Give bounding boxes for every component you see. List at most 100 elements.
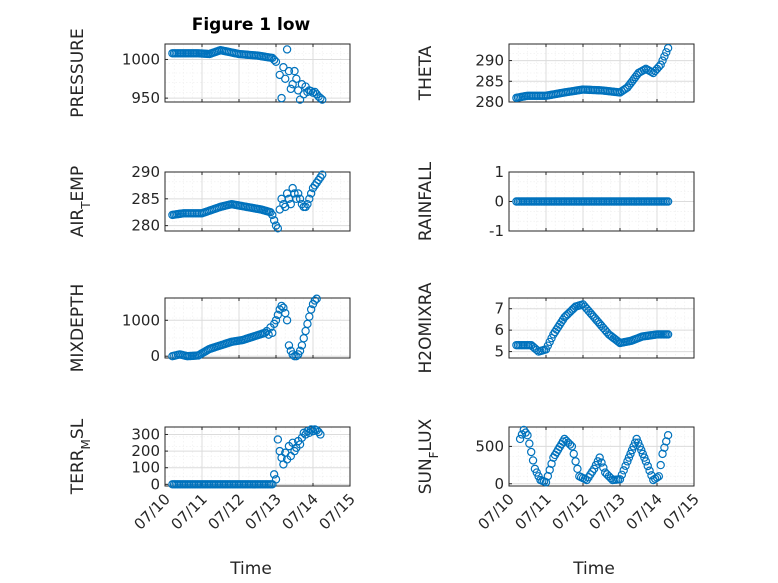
- y-axis-label: AIRTEMP: [68, 166, 93, 237]
- data-point: [269, 216, 279, 225]
- x-axis-label-right: Time: [572, 559, 615, 579]
- y-tick-label: 280: [475, 93, 504, 111]
- y-tick-label: 0: [494, 193, 504, 211]
- subplot-sun-flux: 0 500 SUNFLUX 07/1007/1107/1207/1307/1407/1…: [416, 418, 703, 533]
- y-tick-label: 285: [475, 72, 504, 90]
- data-point: [306, 305, 316, 314]
- data-point: [663, 197, 673, 206]
- data-point: [638, 449, 648, 459]
- data-point: [656, 60, 665, 69]
- x-tick-label: 07/13: [242, 490, 285, 533]
- data-point: [597, 458, 606, 467]
- y-tick-label: 280: [131, 217, 160, 235]
- data-point: [269, 470, 279, 479]
- y-axis-label: RAINFALL: [416, 161, 436, 241]
- x-tick-label: 07/11: [168, 490, 211, 533]
- data-point: [303, 199, 312, 209]
- data-point: [658, 56, 667, 65]
- y-tick-label: 0: [150, 475, 160, 493]
- data-point: [295, 194, 305, 204]
- data-point: [306, 425, 316, 434]
- data-point: [599, 463, 608, 472]
- axes-frame: [164, 43, 351, 103]
- subplot-terr-msl: 0100200300TERRMSL07/1007/1107/1207/1307/…: [68, 418, 359, 533]
- data-point: [295, 346, 305, 356]
- data-point: [273, 224, 283, 233]
- data-point: [663, 43, 673, 53]
- data-point: [268, 210, 277, 220]
- data-point: [545, 465, 554, 475]
- data-point: [305, 312, 314, 321]
- data-point: [660, 52, 669, 61]
- x-tick-label: 07/15: [316, 490, 359, 533]
- data-point: [573, 464, 582, 474]
- data-point: [279, 460, 288, 469]
- data-point: [277, 301, 286, 311]
- y-tick-label: 1000: [122, 311, 160, 329]
- data-point: [635, 442, 644, 451]
- subplot-rainfall: -1 0 1 RAINFALL: [416, 161, 695, 241]
- data-point: [652, 473, 662, 482]
- y-axis-label: SUNFLUX: [416, 418, 441, 494]
- data-point: [284, 341, 294, 350]
- data-point: [290, 66, 299, 76]
- data-point: [527, 447, 536, 457]
- data-point: [271, 475, 281, 484]
- data-point: [312, 294, 321, 303]
- data-point: [645, 466, 654, 475]
- data-point: [292, 194, 301, 204]
- data-point: [281, 74, 290, 84]
- y-tick-label: 285: [131, 190, 160, 208]
- data-point: [639, 65, 649, 75]
- x-tick-label: 07/10: [475, 490, 518, 533]
- data-point: [268, 328, 277, 338]
- data-point: [314, 427, 323, 437]
- data-point: [273, 310, 283, 320]
- y-tick-label: -1: [489, 222, 504, 240]
- x-tick-label: 07/13: [586, 490, 629, 533]
- data-point: [633, 438, 643, 447]
- data-point: [290, 189, 299, 198]
- data-point: [547, 459, 556, 468]
- y-tick-label: 100: [131, 459, 160, 477]
- data-point: [623, 457, 632, 466]
- x-tick-label: 07/10: [131, 490, 174, 533]
- data-point: [627, 445, 637, 455]
- data-point: [654, 62, 664, 71]
- axes-frame: [164, 297, 351, 359]
- data-point: [543, 471, 553, 481]
- data-point: [515, 434, 525, 444]
- data-point: [643, 461, 652, 471]
- data-point: [621, 461, 630, 471]
- data-point: [271, 316, 281, 325]
- y-tick-label: 0: [150, 347, 160, 365]
- data-point: [624, 453, 634, 462]
- subplot-mixdepth: 0 1000 MIXDEPTH: [68, 284, 351, 372]
- data-point: [617, 470, 627, 479]
- data-point: [656, 460, 665, 470]
- data-point: [663, 431, 673, 440]
- data-point: [619, 466, 628, 475]
- subplot-pressure: 950 1000 PRESSURE: [68, 28, 351, 118]
- y-axis-label: TERRMSL: [68, 418, 93, 495]
- y-tick-label: 200: [131, 442, 160, 460]
- x-tick-label: 07/12: [549, 490, 592, 533]
- data-point: [632, 434, 641, 444]
- y-tick-label: 500: [475, 437, 504, 455]
- subplot-h2omixra: 5 6 7 H2OMIXRA: [416, 282, 695, 374]
- data-point: [277, 93, 286, 103]
- y-tick-label: 290: [131, 163, 160, 181]
- data-point: [521, 428, 530, 437]
- data-point: [654, 472, 664, 481]
- data-point: [308, 426, 318, 436]
- y-tick-label: 0: [494, 475, 504, 493]
- data-point: [626, 449, 635, 459]
- x-tick-label: 07/11: [512, 490, 555, 533]
- data-point: [615, 475, 625, 484]
- y-axis-label: THETA: [416, 45, 436, 101]
- data-point: [310, 296, 320, 305]
- data-point: [641, 457, 651, 466]
- axes-frame: [508, 43, 695, 103]
